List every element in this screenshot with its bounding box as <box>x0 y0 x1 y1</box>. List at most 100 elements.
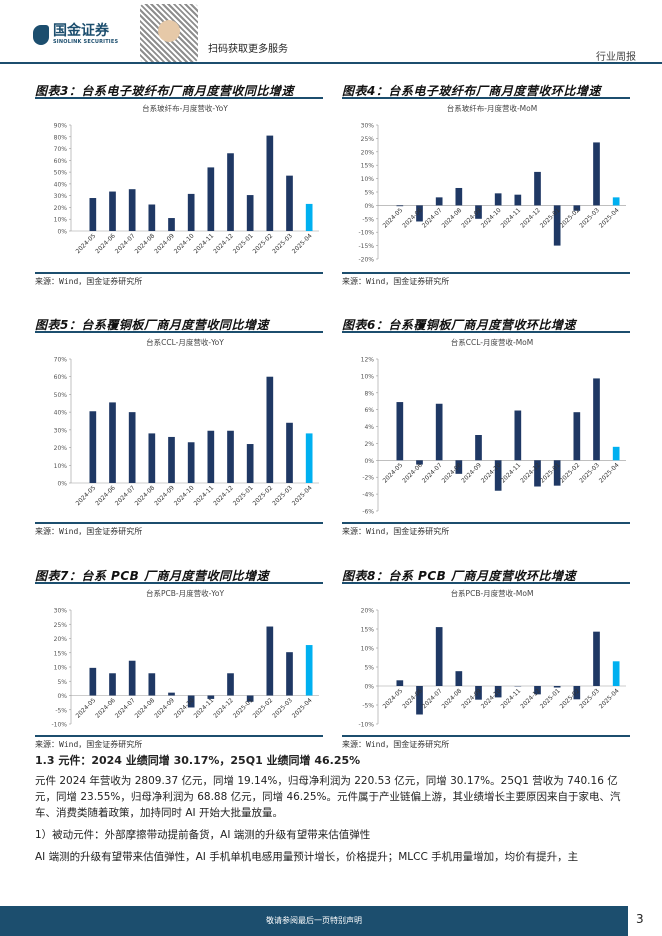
bar <box>534 686 541 695</box>
y-tick-label: -10% <box>358 230 374 237</box>
y-tick-label: -5% <box>362 703 374 710</box>
y-tick-label: 0% <box>57 481 67 488</box>
figure-source-divider <box>342 522 630 524</box>
bar <box>494 686 502 698</box>
x-tick-label: 2025-03 <box>578 687 601 710</box>
figure-source: 来源：Wind，国金证券研究所 <box>35 740 143 749</box>
x-tick-label: 2024-10 <box>173 697 196 720</box>
footer-disclaimer[interactable]: 敬请参阅最后一页特别声明 <box>266 916 362 925</box>
x-tick-label: 2025-02 <box>559 462 582 485</box>
x-tick-label: 2024-07 <box>114 697 137 720</box>
bar <box>168 436 175 483</box>
bar <box>168 218 175 231</box>
figure-title-divider <box>35 582 323 584</box>
bar <box>534 460 541 487</box>
bar <box>435 197 443 206</box>
bar <box>612 661 620 686</box>
x-tick-label: 2024-08 <box>441 687 464 710</box>
figure-title-divider <box>342 97 630 99</box>
y-tick-label: 5% <box>364 190 374 197</box>
bar <box>128 660 136 696</box>
y-tick-label: 70% <box>54 357 68 364</box>
bar <box>187 695 195 708</box>
figure-title: 图表6：台系覆铜板厂商月度营收环比增速 <box>342 318 576 332</box>
x-tick-label: 2025-02 <box>252 232 275 255</box>
y-tick-label: 90% <box>54 123 68 130</box>
chart-title: 台系CCL-月度营收-YoY <box>146 337 224 347</box>
bar <box>593 378 600 461</box>
bar <box>227 153 234 231</box>
y-tick-label: -4% <box>362 492 374 499</box>
bar <box>109 673 116 696</box>
bar <box>475 435 482 461</box>
bar <box>305 433 313 483</box>
figure-title-divider <box>35 97 323 99</box>
figure-source-divider <box>342 272 630 274</box>
x-tick-label: 2025-02 <box>252 697 275 720</box>
company-logo: 国金证券 SINOLINK SECURITIES <box>33 24 118 45</box>
x-tick-label: 2024-11 <box>500 687 523 710</box>
y-tick-label: 40% <box>54 181 68 188</box>
bar <box>593 142 600 206</box>
bar <box>148 433 156 483</box>
y-tick-label: 30% <box>54 193 68 200</box>
bar-chart: 台系PCB-月度营收-YoY -10% -5% 0% 5% 10% 15% 20% 25% 30%… <box>51 588 319 729</box>
x-tick-label: 2024-07 <box>421 207 444 230</box>
bar <box>612 446 620 461</box>
bar <box>187 442 195 483</box>
x-tick-label: 2024-10 <box>173 484 196 507</box>
y-tick-label: -6% <box>362 509 374 516</box>
bar <box>286 175 293 231</box>
y-tick-label: 10% <box>361 373 375 380</box>
bar <box>89 411 97 483</box>
bar <box>455 671 463 686</box>
bar <box>573 686 581 700</box>
bar <box>148 673 156 696</box>
x-tick-label: 2025-01 <box>232 697 255 720</box>
x-tick-label: 2024-11 <box>193 484 216 507</box>
x-tick-label: 2024-07 <box>421 687 444 710</box>
figure-title: 图表4：台系电子玻纤布厂商月度营收环比增速 <box>342 84 601 98</box>
bar <box>305 203 313 231</box>
x-tick-label: 2024-11 <box>193 232 216 255</box>
bar <box>435 403 443 461</box>
y-tick-label: 20% <box>54 445 68 452</box>
bar <box>396 205 404 207</box>
bar <box>573 205 581 211</box>
x-tick-label: 2024-09 <box>153 484 176 507</box>
y-tick-label: -2% <box>362 475 374 482</box>
x-tick-label: 2024-07 <box>421 462 444 485</box>
bar <box>396 680 404 686</box>
x-tick-label: 2025-04 <box>598 207 621 230</box>
bar <box>148 204 156 231</box>
y-tick-label: 8% <box>364 390 374 397</box>
x-tick-label: 2025-02 <box>252 484 275 507</box>
x-tick-label: 2024-08 <box>134 697 157 720</box>
y-tick-label: 10% <box>361 646 375 653</box>
x-tick-label: 2024-12 <box>212 232 235 255</box>
bar <box>553 205 561 246</box>
x-tick-label: 2025-02 <box>559 207 582 230</box>
y-tick-label: 25% <box>54 622 68 629</box>
bar <box>494 460 502 491</box>
x-tick-label: 2024-05 <box>382 207 405 230</box>
section-text: 1.3 元件：2024 业绩同增 30.17%，25Q1 业绩同增 46.25%… <box>35 753 635 901</box>
figure-title: 图表3：台系电子玻纤布厂商月度营收同比增速 <box>35 84 294 98</box>
x-tick-label: 2024-10 <box>480 687 503 710</box>
y-tick-label: 30% <box>54 608 68 615</box>
figure-source: 来源：Wind，国金证券研究所 <box>342 740 450 749</box>
bar <box>475 686 482 700</box>
x-tick-label: 2024-09 <box>153 697 176 720</box>
bar <box>109 402 116 483</box>
y-tick-label: 10% <box>54 463 68 470</box>
x-tick-label: 2024-12 <box>519 207 542 230</box>
x-tick-label: 2025-01 <box>539 687 562 710</box>
bar <box>396 402 404 461</box>
x-tick-label: 2025-03 <box>578 462 601 485</box>
bar <box>227 673 234 696</box>
y-tick-label: 10% <box>54 665 68 672</box>
figure-source-divider <box>35 522 323 524</box>
bar <box>207 167 215 231</box>
qr-center-logo-icon <box>158 20 180 42</box>
y-tick-label: 20% <box>54 205 68 212</box>
